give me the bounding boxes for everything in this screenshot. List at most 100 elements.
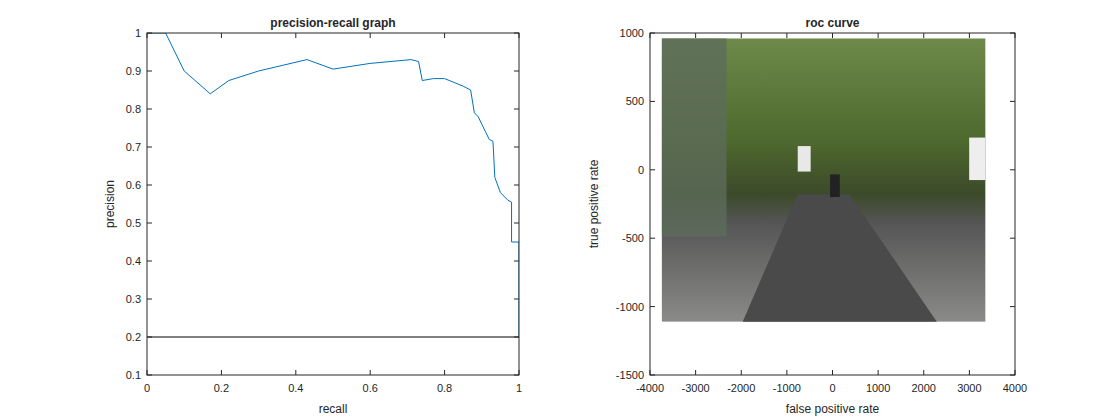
y-tick [147, 147, 152, 148]
x-tick [878, 33, 879, 38]
title: precision-recall graph [270, 16, 395, 30]
y-tick [147, 185, 152, 186]
axes: -4000 -3000 -2000 -1000 0 1000 2000 3000 4000 -15… [587, 16, 1027, 416]
y-tick [147, 337, 152, 338]
y-tick [650, 306, 655, 307]
y-tick [514, 71, 519, 72]
x-label: recall [319, 402, 348, 416]
x-tick [444, 370, 445, 375]
y-tick [514, 261, 519, 262]
x-tick [923, 370, 924, 375]
x-tick [295, 370, 296, 375]
x-tick [221, 370, 222, 375]
image [662, 38, 985, 321]
x-label: false positive rate [786, 402, 880, 416]
y-tick [650, 169, 655, 170]
y-tick-label: 1000 [620, 27, 644, 39]
x-tick [695, 370, 696, 375]
y-tick [514, 109, 519, 110]
x-tick [832, 33, 833, 38]
x-tick [923, 33, 924, 38]
x-tick [370, 33, 371, 38]
y-label: precision [103, 180, 117, 228]
y-tick-label: -1000 [616, 301, 644, 313]
scene-left [662, 38, 727, 236]
background [0, 0, 1120, 420]
y-tick-label: 1 [135, 27, 141, 39]
y-tick [1010, 101, 1015, 102]
y-label: true positive rate [587, 159, 601, 248]
x-tick [370, 370, 371, 375]
y-tick-label: -500 [622, 232, 644, 244]
title: roc curve [805, 16, 859, 30]
x-tick-label: -2000 [727, 382, 755, 394]
marks [147, 33, 519, 337]
y-tick [514, 299, 519, 300]
truck [969, 138, 985, 180]
y-tick [650, 238, 655, 239]
y-tick-label: 0.2 [126, 331, 141, 343]
x-tick [878, 370, 879, 375]
x-tick [741, 33, 742, 38]
y-tick [514, 147, 519, 148]
x-tick [695, 33, 696, 38]
y-tick [514, 337, 519, 338]
x-tick-label: 1000 [866, 382, 890, 394]
y-tick-label: 0.6 [126, 179, 141, 191]
car [830, 174, 840, 197]
y-tick-label: 0.3 [126, 293, 141, 305]
y-tick [1010, 306, 1015, 307]
x-tick-label: -1000 [773, 382, 801, 394]
x-tick-label: 0.6 [363, 382, 378, 394]
y-tick-label: 0 [638, 164, 644, 176]
y-tick [147, 109, 152, 110]
x-tick [444, 33, 445, 38]
plot-area [650, 33, 1015, 375]
frame [650, 33, 1015, 375]
y-tick-label: 0.8 [126, 103, 141, 115]
x-tick [786, 33, 787, 38]
x-tick-label: 4000 [1003, 382, 1027, 394]
x-tick-label: 0.4 [288, 382, 303, 394]
y-tick [514, 185, 519, 186]
y-tick-label: -1500 [616, 369, 644, 381]
y-tick [650, 101, 655, 102]
x-tick-label: -4000 [636, 382, 664, 394]
x-tick [741, 370, 742, 375]
frame [147, 33, 519, 375]
y-tick [1010, 238, 1015, 239]
x-tick-label: 2000 [912, 382, 936, 394]
y-tick [147, 71, 152, 72]
x-tick-label: 1 [516, 382, 522, 394]
y-tick [514, 223, 519, 224]
x-tick [969, 33, 970, 38]
x-tick-label: 0.8 [437, 382, 452, 394]
x-tick [221, 33, 222, 38]
x-tick-label: 3000 [957, 382, 981, 394]
marks [662, 38, 985, 321]
plot-area [147, 33, 519, 375]
x-tick-label: 0 [144, 382, 150, 394]
y-tick [147, 223, 152, 224]
y-tick [147, 299, 152, 300]
road [743, 194, 937, 321]
x-tick [969, 370, 970, 375]
x-tick-label: 0.2 [214, 382, 229, 394]
y-tick-label: 0.7 [126, 141, 141, 153]
y-tick-label: 500 [626, 95, 644, 107]
x-tick-label: 0 [829, 382, 835, 394]
figure: 0 0.2 0.4 0.6 0.8 1 0.1 0.2 0.3 0.4 0.5 0.6 0.7 0.8 0.… [0, 0, 1120, 420]
x-tick [786, 370, 787, 375]
series-line [147, 33, 519, 337]
x-tick-label: -3000 [682, 382, 710, 394]
sign [798, 146, 811, 171]
y-tick-label: 0.9 [126, 65, 141, 77]
y-tick [1010, 169, 1015, 170]
x-tick [295, 33, 296, 38]
y-tick-label: 0.5 [126, 217, 141, 229]
axes: 0 0.2 0.4 0.6 0.8 1 0.1 0.2 0.3 0.4 0.5 0.6 0.7 0.8 0.… [103, 16, 522, 416]
y-tick-label: 0.1 [126, 369, 141, 381]
y-tick-label: 0.4 [126, 255, 141, 267]
y-tick [147, 261, 152, 262]
series-line [147, 337, 519, 338]
